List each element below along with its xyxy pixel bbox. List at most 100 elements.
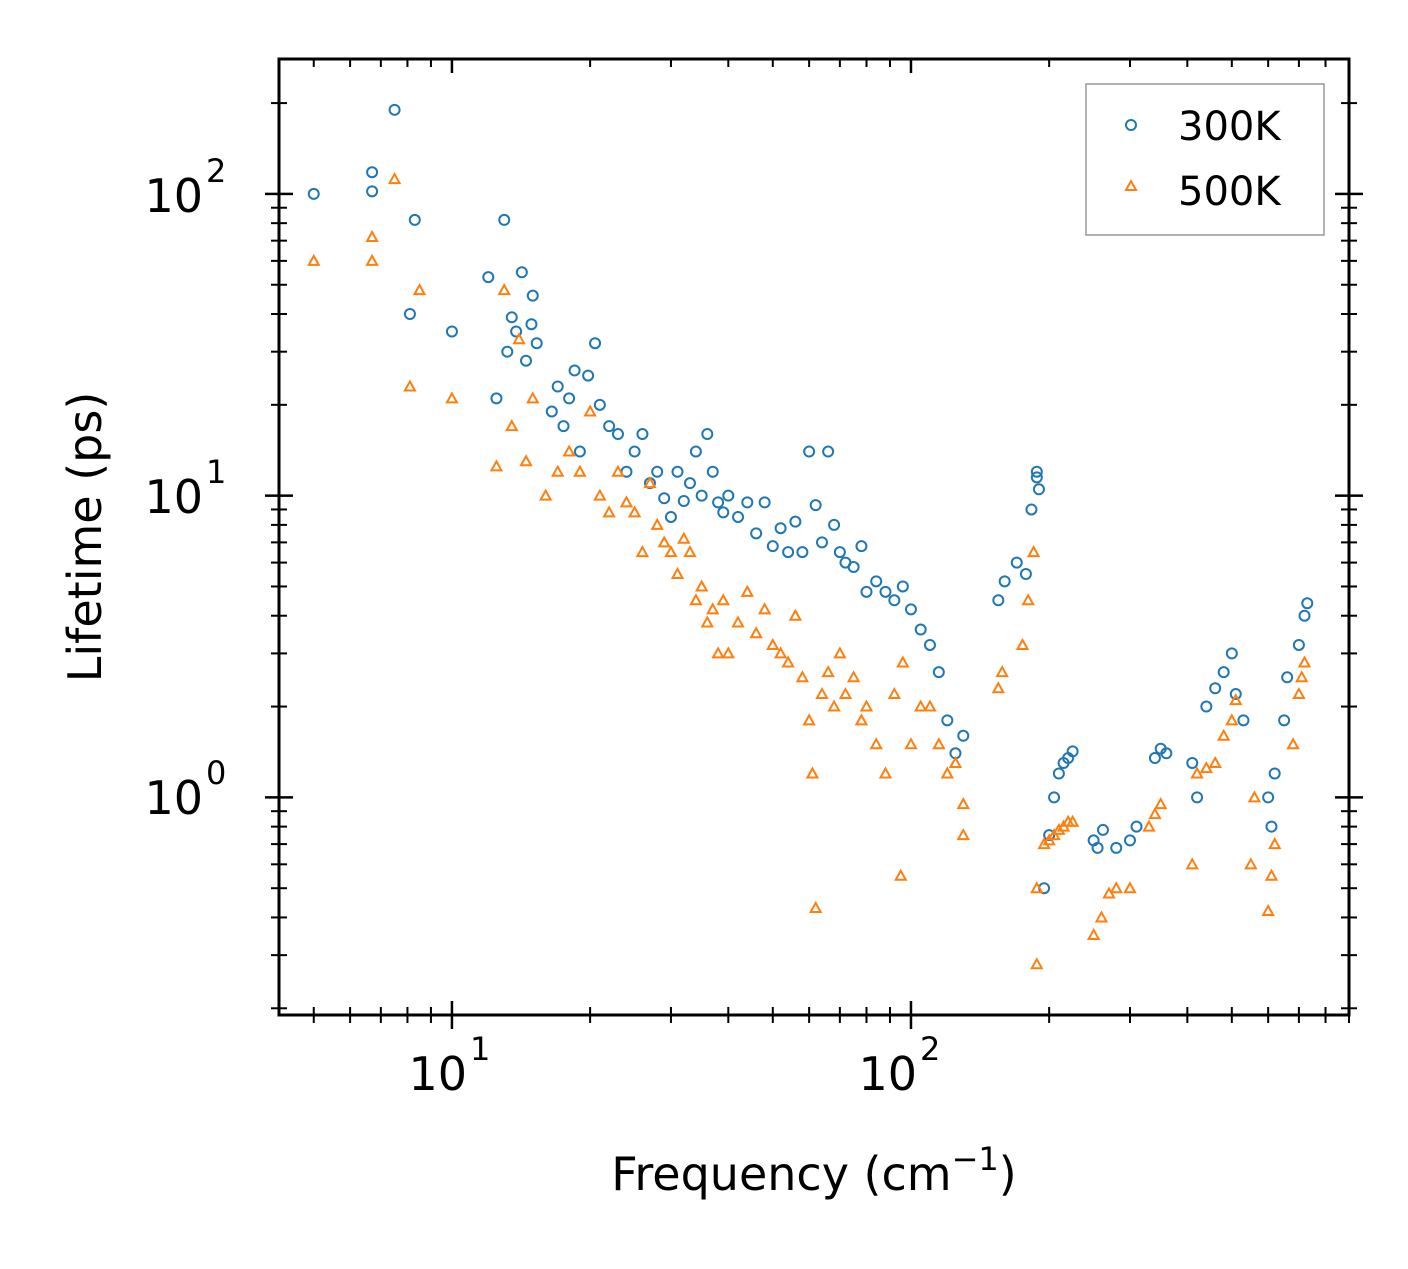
point-300k: [750, 527, 763, 540]
y-tick-label-10: 10: [144, 470, 203, 524]
y-tick-label-1: 10: [144, 771, 203, 825]
point-300k: [941, 714, 954, 727]
point-500k: [445, 391, 459, 404]
point-500k: [827, 699, 841, 712]
point-500k: [940, 766, 955, 779]
point-300k: [557, 420, 570, 433]
point-500k: [365, 229, 379, 242]
point-500k: [611, 464, 625, 477]
point-500k: [1154, 797, 1168, 810]
point-500k: [1225, 713, 1239, 726]
point-300k: [809, 499, 822, 512]
point-300k: [1292, 638, 1305, 651]
point-500k: [805, 766, 820, 779]
point-300k: [1301, 597, 1314, 610]
point-300k: [366, 166, 379, 179]
point-300k: [498, 213, 511, 226]
point-300k: [582, 369, 595, 382]
point-300k: [593, 398, 606, 411]
point-500k: [838, 687, 853, 700]
point-300k: [923, 638, 936, 651]
x-axis-title: Frequency (cm−1): [611, 1140, 1016, 1201]
series-300k: [307, 103, 1314, 895]
point-500k: [788, 608, 803, 621]
point-300k: [1148, 752, 1161, 765]
point-300k: [1281, 671, 1294, 684]
point-500k: [991, 681, 1006, 694]
point-500k: [894, 868, 908, 881]
point-500k: [773, 646, 788, 659]
point-500k: [802, 713, 816, 726]
point-300k: [712, 496, 725, 509]
point-300k: [366, 185, 379, 198]
point-300k: [701, 428, 714, 441]
point-300k: [1237, 714, 1250, 727]
legend-label-300k: 300K: [1178, 104, 1282, 150]
point-300k: [1048, 791, 1061, 804]
point-300k: [490, 392, 503, 405]
x-tick-label-10-exp: 1: [470, 1030, 490, 1068]
legend: 300K 500K: [1085, 83, 1325, 236]
point-500k: [1021, 593, 1035, 606]
point-300k: [1298, 609, 1311, 622]
point-300k: [904, 603, 917, 616]
minor-ticks: [271, 59, 1357, 1023]
y-tick-label-10-exp: 1: [206, 453, 226, 491]
point-300k: [568, 364, 581, 377]
point-300k: [822, 445, 835, 458]
point-300k: [847, 561, 860, 574]
point-500k: [619, 495, 634, 508]
point-500k: [948, 755, 963, 768]
point-300k: [796, 546, 809, 559]
point-500k: [1297, 655, 1312, 668]
point-300k: [664, 510, 677, 523]
point-300k: [482, 271, 495, 284]
point-500k: [664, 545, 678, 558]
point-300k: [789, 515, 802, 528]
point-500k: [956, 828, 970, 841]
point-500k: [1148, 807, 1162, 820]
point-500k: [731, 615, 745, 628]
point-500k: [670, 566, 685, 579]
point-500k: [683, 545, 697, 558]
point-300k: [1030, 465, 1043, 478]
x-tick-labels: 10 1 10 2: [408, 1030, 940, 1101]
x-tick-label-100-exp: 2: [920, 1030, 940, 1068]
point-300k: [766, 540, 779, 553]
point-500k: [808, 900, 823, 913]
point-300k: [671, 465, 684, 478]
point-500k: [711, 646, 725, 659]
point-500k: [995, 665, 1009, 678]
point-500k: [896, 655, 910, 668]
point-500k: [1295, 670, 1309, 683]
point-300k: [1160, 747, 1173, 760]
point-500k: [1142, 819, 1156, 832]
point-300k: [855, 540, 868, 553]
point-500k: [573, 464, 587, 477]
point-300k: [1217, 666, 1230, 679]
point-300k: [1066, 745, 1079, 758]
point-300k: [992, 594, 1005, 607]
plot-points: [307, 103, 1314, 970]
point-300k: [888, 594, 901, 607]
point-300k: [573, 445, 586, 458]
point-300k: [998, 575, 1011, 588]
point-300k: [1262, 791, 1275, 804]
point-500k: [583, 404, 597, 417]
point-300k: [307, 187, 320, 200]
point-300k: [695, 489, 708, 502]
point-500k: [403, 379, 417, 392]
point-300k: [603, 420, 616, 433]
point-500k: [526, 391, 540, 404]
point-300k: [816, 536, 829, 549]
point-300k: [1096, 823, 1109, 836]
point-300k: [782, 546, 795, 559]
point-500k: [519, 454, 533, 467]
major-ticks: [265, 59, 1363, 1029]
point-500k: [887, 687, 902, 700]
point-500k: [602, 505, 616, 518]
point-300k: [689, 445, 702, 458]
point-500k: [1264, 868, 1279, 881]
y-tick-label-1-exp: 0: [206, 754, 226, 792]
